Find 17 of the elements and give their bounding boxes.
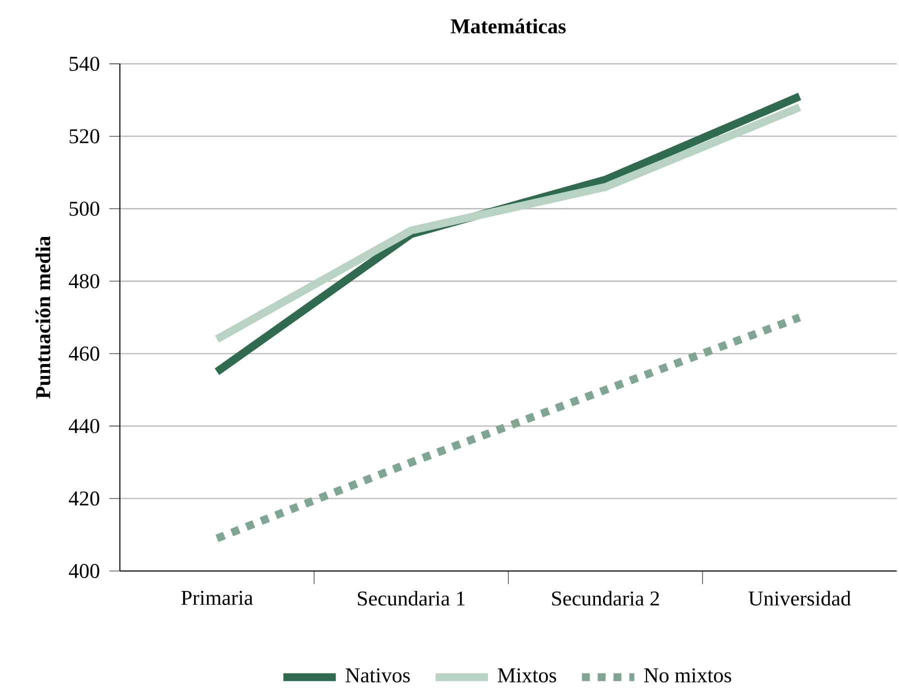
- y-tick-label: 400: [68, 564, 100, 578]
- legend-label: No mixtos: [644, 668, 732, 683]
- x-tick-label: Secundaria 2: [552, 590, 659, 606]
- x-tick-label: Universidad: [748, 590, 851, 606]
- x-tick-label: Secundaria 1: [358, 590, 465, 606]
- y-tick-label: 420: [68, 492, 100, 506]
- y-tick-label: 440: [68, 419, 100, 434]
- y-tick-label: 500: [70, 202, 100, 216]
- chart-title: Matemáticas: [450, 18, 566, 34]
- y-tick-label: 520: [70, 129, 100, 144]
- legend-label: Mixtos: [498, 668, 556, 683]
- y-tick-label: 460: [68, 346, 100, 361]
- legend-label: Nativos: [346, 668, 410, 683]
- y-tick-label: 540: [70, 56, 100, 72]
- y-tick-label: 480: [68, 274, 100, 288]
- y-axis-title: Puntuación media: [35, 236, 50, 399]
- x-tick-label: Primaria: [181, 590, 253, 606]
